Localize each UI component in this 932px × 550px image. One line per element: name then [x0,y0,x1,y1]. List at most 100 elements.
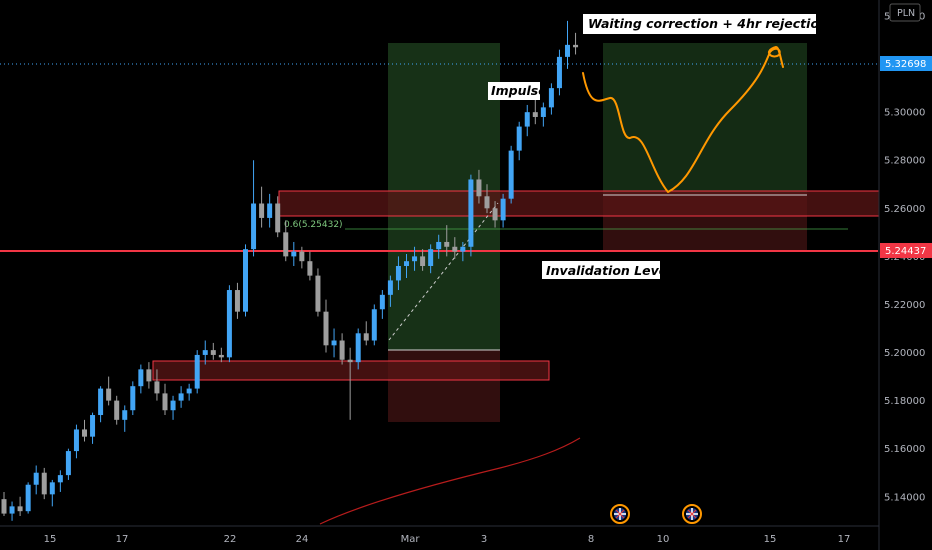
candle [412,246,418,271]
candle [484,184,490,214]
candle [476,169,482,204]
invalidation-price-tag [880,243,932,258]
candle [323,299,329,353]
candle [347,347,353,420]
candle [283,220,289,262]
candle [468,174,474,257]
current-price-tag-text: 5.32698 [885,59,926,70]
price-tick-label: 5.22000 [884,300,925,311]
price-tick-label: 5.20000 [884,348,925,359]
price-tick-label: 5.26000 [884,204,925,215]
top-note-box [583,14,816,34]
invalidation-note-box [542,261,660,279]
demand-zone-lower[interactable] [152,360,550,381]
candle [565,20,570,69]
candle [90,412,96,444]
candle [194,350,200,394]
top-note-text: Waiting correction + 4hr rejections. [588,16,840,31]
candle [331,328,337,358]
projected-target-zone[interactable] [603,43,807,193]
candle [170,395,176,420]
candle [556,49,562,96]
candle [395,256,401,291]
uk-event-icon[interactable] [682,504,702,524]
candle [371,304,377,346]
candle [243,244,248,317]
fib-level-label: 0.6(5.25432) [284,220,343,230]
projection-path [582,46,784,193]
price-tick-label: 5.16000 [884,444,925,455]
candle [492,201,498,228]
candle [17,496,23,516]
candle [98,386,104,423]
candle [267,193,273,228]
candle [1,491,7,516]
impulse-dashed-line [388,202,499,341]
candle [178,386,184,408]
candle [33,465,39,495]
time-tick-label: Mar [401,534,421,545]
invalidation-price-tag-text: 5.24437 [885,246,926,257]
candle [573,32,579,55]
candle [420,249,426,271]
candle [307,251,313,281]
price-tick-label: 5.30000 [884,108,925,119]
candle [162,383,168,416]
time-tick-label: 17 [838,534,851,545]
candle [57,470,63,492]
candle [49,479,55,507]
time-tick-label: 15 [764,534,777,545]
candle [387,275,393,307]
uk-event-icon[interactable] [610,504,630,524]
invalidation-note-text: Invalidation Level [546,263,672,278]
candle [428,244,434,274]
impulse-note-box [488,82,540,100]
candle [548,83,554,115]
candle [226,285,232,363]
candle [508,145,514,204]
candle [355,328,361,370]
candle [218,347,224,363]
candle [251,160,257,257]
candle [532,97,538,125]
candle [202,340,208,365]
candle [106,376,112,406]
candle [9,501,15,521]
candle [444,225,450,257]
candle [65,448,71,480]
currency-badge-text: PLN [897,8,915,19]
time-tick-label: 22 [224,534,237,545]
currency-badge[interactable] [889,3,921,22]
candle [404,253,409,279]
candle [291,241,297,266]
moving-average-line [319,437,581,525]
candle [339,333,345,365]
candle [114,395,120,425]
candle [138,364,144,394]
candle [146,362,152,389]
candle [436,234,442,259]
candle [130,381,136,416]
candle [41,467,47,500]
candle [122,405,128,432]
candle [460,241,466,262]
candle [516,121,522,161]
candle [315,268,321,317]
candlestick-series [1,20,579,521]
candle [363,321,369,346]
candle [82,419,87,442]
candle [234,282,240,319]
price-tick-label: 5.14000 [884,492,925,503]
time-tick-label: 3 [481,534,487,545]
current-price-tag [880,56,932,71]
time-axis: 15 17 22 24 Mar 3 8 10 15 17 [44,534,851,545]
price-tick-label: 5.18000 [884,396,925,407]
candle [259,186,265,228]
price-tick-label: 5.28000 [884,156,925,167]
candle [452,237,458,259]
candle [275,196,281,238]
candle [379,290,385,319]
candle [540,102,546,127]
candle [299,246,305,269]
